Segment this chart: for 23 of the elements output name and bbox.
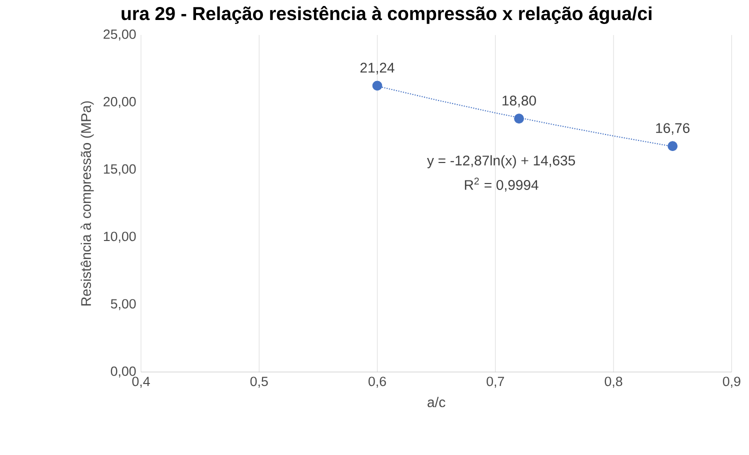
x-tick-label: 0,4: [132, 376, 150, 388]
data-label: 18,80: [502, 96, 536, 108]
data-label: 16,76: [656, 123, 690, 135]
x-tick-label: 0,9: [722, 376, 740, 388]
y-tick-label: 25,00: [104, 30, 136, 41]
point: [514, 114, 524, 124]
y-tick-label: 10,00: [104, 232, 136, 243]
x-axis-title: a/c: [428, 396, 446, 408]
y-tick-label: 20,00: [104, 96, 136, 108]
x-tick-label: 0,5: [250, 376, 268, 388]
x-tick-label: 0,6: [368, 376, 386, 388]
data-label: 21,24: [360, 62, 394, 74]
y-axis-title: Resistência à compressão (MPa): [80, 101, 94, 306]
annotation: R$^{2}$ = 0,9994: [464, 178, 538, 192]
point: [372, 80, 382, 91]
point: [668, 141, 678, 152]
x-tick-label: 0,8: [604, 376, 622, 388]
y-tick-label: 5,00: [110, 299, 136, 310]
chart-title: ura 29 - Relação resistência à compressão x relação água/ci: [122, 6, 652, 24]
y-tick-label: 15,00: [104, 164, 136, 176]
x-tick-label: 0,7: [486, 376, 504, 388]
y-tick-label: 0,00: [110, 366, 136, 378]
annotation: y = -12,87ln(x) + 14,635: [427, 155, 576, 168]
